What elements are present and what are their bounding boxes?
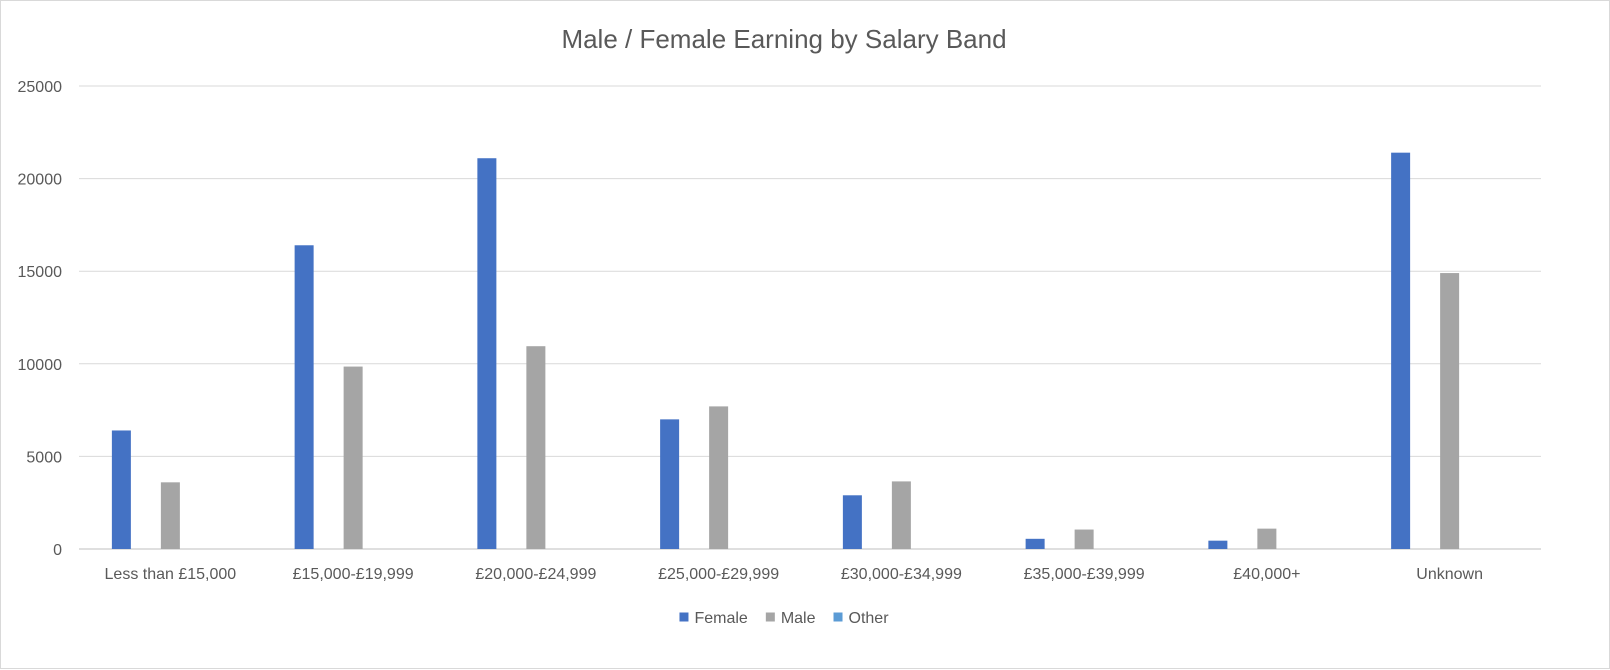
- y-tick-label: 5000: [26, 449, 62, 466]
- x-tick-label: £20,000-£24,999: [475, 566, 596, 583]
- legend-swatch: [679, 612, 689, 622]
- legend-swatch: [833, 612, 843, 622]
- bar-male: [343, 366, 363, 549]
- legend-item-other: Other: [833, 610, 890, 627]
- gridlines: [79, 85, 1541, 550]
- bar-female: [477, 158, 497, 549]
- bar-female: [294, 245, 314, 549]
- y-tick-label: 10000: [18, 357, 63, 374]
- bar-female: [1391, 152, 1411, 549]
- y-axis-ticks: 0 5000 10000 15000 20000 25000: [18, 79, 63, 559]
- bar-male: [1074, 529, 1094, 549]
- legend-label: Male: [781, 610, 816, 627]
- chart-title: Male / Female Earning by Salary Band: [561, 24, 1006, 54]
- bars: [111, 152, 1460, 549]
- x-tick-label: £40,000+: [1233, 566, 1300, 583]
- legend-label: Female: [694, 610, 747, 627]
- x-tick-label: £25,000-£29,999: [658, 566, 779, 583]
- bar-female: [842, 495, 862, 549]
- x-tick-label: £15,000-£19,999: [293, 566, 414, 583]
- x-tick-label: Less than £15,000: [105, 566, 237, 583]
- y-tick-label: 15000: [18, 264, 63, 281]
- bar-female: [1025, 538, 1045, 549]
- x-tick-label: £30,000-£34,999: [841, 566, 962, 583]
- bar-male: [891, 481, 911, 549]
- legend-item-female: Female: [679, 610, 748, 627]
- bar-male: [160, 482, 180, 549]
- legend-swatch: [765, 612, 775, 622]
- y-tick-label: 25000: [18, 79, 63, 96]
- bar-female: [1208, 540, 1228, 549]
- bar-male: [709, 406, 729, 549]
- x-tick-label: £35,000-£39,999: [1024, 566, 1145, 583]
- bar-female: [660, 419, 680, 549]
- bar-male: [526, 346, 546, 549]
- x-tick-label: Unknown: [1416, 566, 1483, 583]
- y-tick-label: 0: [53, 542, 62, 559]
- y-tick-label: 20000: [18, 172, 63, 189]
- bar-male: [1257, 528, 1277, 549]
- legend-label: Other: [849, 610, 890, 627]
- legend-item-male: Male: [765, 610, 816, 627]
- x-axis-ticks: Less than £15,000 £15,000-£19,999 £20,000-…: [105, 566, 1483, 583]
- bar-male: [1440, 273, 1460, 549]
- bar-female: [111, 430, 131, 549]
- legend: Female Male Other: [679, 610, 889, 627]
